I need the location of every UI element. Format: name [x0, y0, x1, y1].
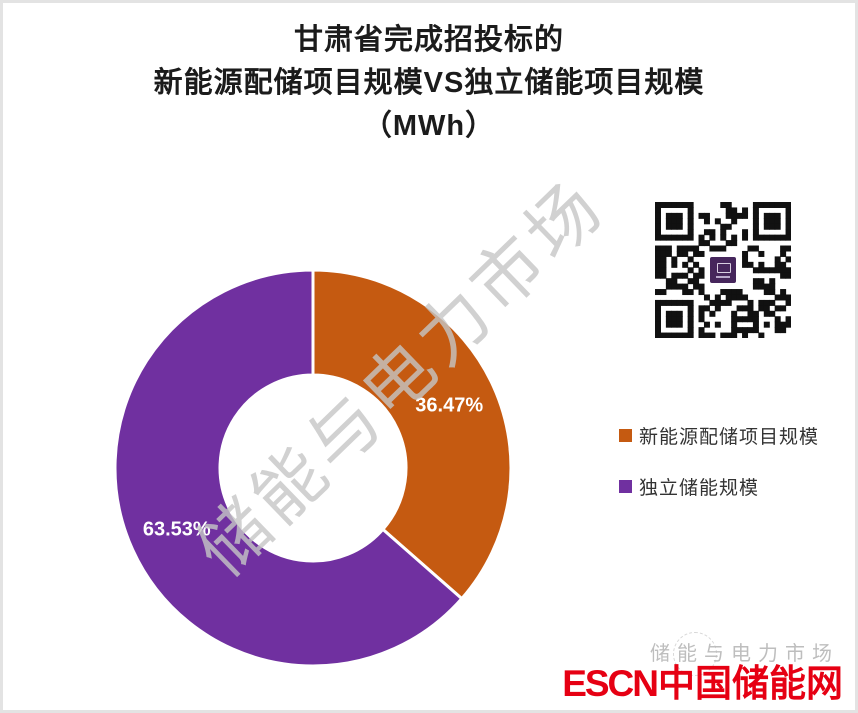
donut-chart-svg — [113, 268, 513, 668]
escn-logo-text-en: ESCN — [562, 663, 659, 704]
legend-swatch-purple — [619, 480, 632, 493]
donut-slice-0 — [311, 268, 513, 601]
legend-item-standalone: 独立储能规模 — [619, 473, 819, 500]
slice-label-orange: 36.47% — [415, 394, 484, 417]
chart-title-line1: 甘肃省完成招投标的 — [293, 24, 564, 56]
chart-title: 甘肃省完成招投标的 新能源配储项目规模VS独立储能项目规模 （MWh） — [3, 19, 855, 148]
legend-label-new-energy: 新能源配储项目规模 — [639, 427, 820, 448]
donut-chart: 36.47% 63.53% — [113, 268, 513, 668]
legend-label-standalone: 独立储能规模 — [639, 478, 760, 499]
chart-title-line2: 新能源配储项目规模VS独立储能项目规模 — [153, 67, 705, 99]
stamp-circle-decoration — [673, 632, 717, 676]
qr-code-svg — [655, 202, 791, 338]
chart-title-line3: （MWh） — [362, 110, 496, 142]
legend-swatch-orange — [619, 429, 632, 442]
slice-label-purple: 63.53% — [142, 518, 211, 541]
chart-legend: 新能源配储项目规模 独立储能规模 — [619, 422, 819, 524]
donut-slice-1 — [113, 268, 464, 668]
legend-item-new-energy: 新能源配储项目规模 — [619, 422, 819, 449]
qr-code — [655, 202, 791, 338]
qr-center-logo — [708, 255, 738, 285]
escn-logo-text-cn: 中国储能网 — [658, 663, 843, 704]
escn-logo: ESCN中国储能网 — [562, 664, 843, 704]
